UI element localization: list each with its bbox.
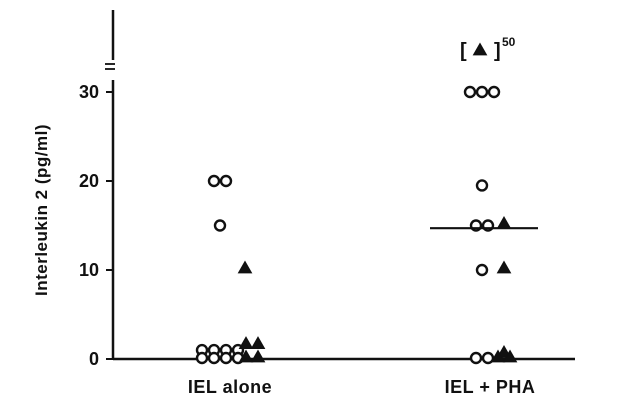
data-point-open-circle-12 xyxy=(463,85,477,99)
data-point-open-circle-1 xyxy=(207,174,221,188)
y-tick-label-30: 30 xyxy=(79,82,99,102)
y-tick-label-10: 10 xyxy=(79,260,99,280)
data-point-filled-triangle-7 xyxy=(496,260,512,274)
y-tick-label-20: 20 xyxy=(79,171,99,191)
data-point-open-circle-15 xyxy=(475,179,489,192)
annotation-close-bracket: ] xyxy=(494,40,501,62)
data-point-open-circle-18 xyxy=(475,263,489,277)
annotation-open-bracket: [ xyxy=(460,40,467,62)
data-point-filled-triangle-2 xyxy=(238,336,254,350)
data-point-open-circle-20 xyxy=(481,351,495,365)
data-point-filled-triangle-10 xyxy=(502,349,518,363)
data-point-open-circle-9 xyxy=(207,351,221,365)
marks-layer xyxy=(195,42,538,365)
data-point-filled-triangle-6 xyxy=(496,215,512,229)
ticks-layer: 0 10 20 30 xyxy=(79,82,113,369)
data-point-filled-triangle-9 xyxy=(490,349,506,363)
data-point-filled-triangle-5 xyxy=(250,349,266,363)
y-axis-label: Interleukin 2 (pg/ml) xyxy=(32,124,51,296)
data-point-open-circle-3 xyxy=(213,219,227,232)
data-point-open-circle-2 xyxy=(219,174,233,188)
data-point-filled-triangle-1 xyxy=(237,260,253,274)
annotation-triangle-marker xyxy=(472,42,488,56)
annotation-superscript-value: 50 xyxy=(502,35,516,49)
labels-layer: Interleukin 2 (pg/ml) IEL alone IEL + PHA [… xyxy=(32,35,535,397)
data-point-open-circle-13 xyxy=(475,85,489,99)
data-point-open-circle-19 xyxy=(469,351,483,365)
data-point-open-circle-14 xyxy=(487,85,501,99)
data-point-filled-triangle-3 xyxy=(250,336,266,350)
data-point-filled-triangle-4 xyxy=(238,349,254,363)
x-category-label-2: IEL + PHA xyxy=(445,377,536,397)
data-point-open-circle-8 xyxy=(195,351,209,365)
y-tick-label-0: 0 xyxy=(89,349,99,369)
x-category-label-1: IEL alone xyxy=(188,377,272,397)
data-point-open-circle-10 xyxy=(219,351,233,365)
axes-layer xyxy=(105,10,575,361)
